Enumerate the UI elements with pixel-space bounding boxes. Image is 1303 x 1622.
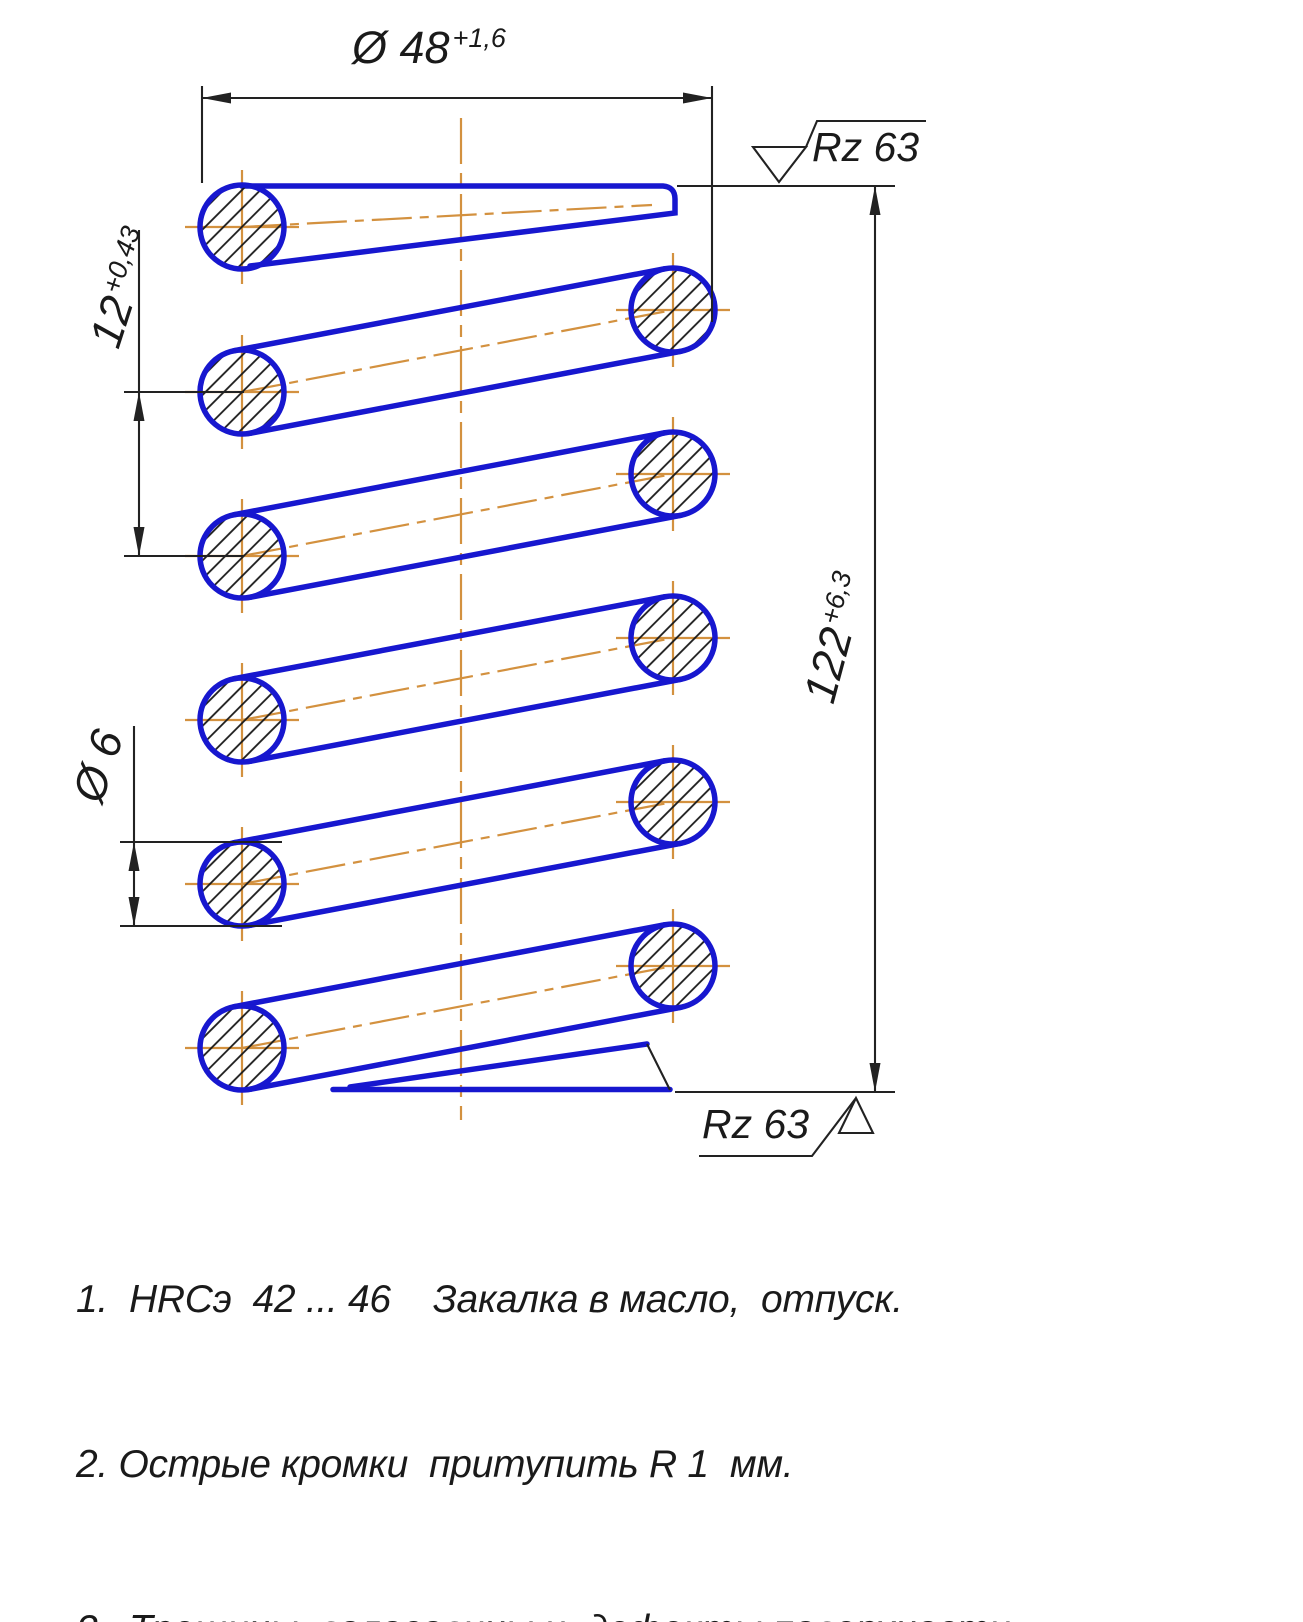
outer-diameter-label: Ø 48 +1,6 (352, 22, 506, 74)
dimension-outer-diameter (200, 86, 714, 322)
roughness-bottom-label: Rz 63 (702, 1101, 810, 1147)
roughness-top-label: Rz 63 (812, 124, 920, 170)
dimension-wire-diameter (120, 726, 282, 928)
spring-top-end (239, 183, 678, 269)
note-line: 3. Трещины, волосовины и дефекты поверхн… (76, 1602, 1266, 1622)
note-line: 1. HRCэ 42 ... 46 Закалка в масло, отпус… (76, 1278, 903, 1321)
technical-notes: 1. HRCэ 42 ... 46 Закалка в масло, отпус… (76, 1162, 1266, 1622)
outer-diameter-tolerance: +1,6 (452, 22, 506, 53)
dimension-pitch (124, 230, 244, 558)
dimension-free-length (675, 184, 895, 1094)
outer-diameter-value: Ø 48 (352, 22, 450, 73)
roughness-symbol-top (750, 119, 926, 184)
bottom-end-cut-edge (646, 1043, 671, 1091)
roughness-symbol-bottom (699, 1095, 875, 1158)
spring-bottom-end-edge (347, 1041, 650, 1090)
note-line: 2. Острые кромки притупить R 1 мм. (76, 1443, 794, 1486)
wire-sections (197, 182, 718, 1093)
spring-wire (197, 182, 718, 1093)
